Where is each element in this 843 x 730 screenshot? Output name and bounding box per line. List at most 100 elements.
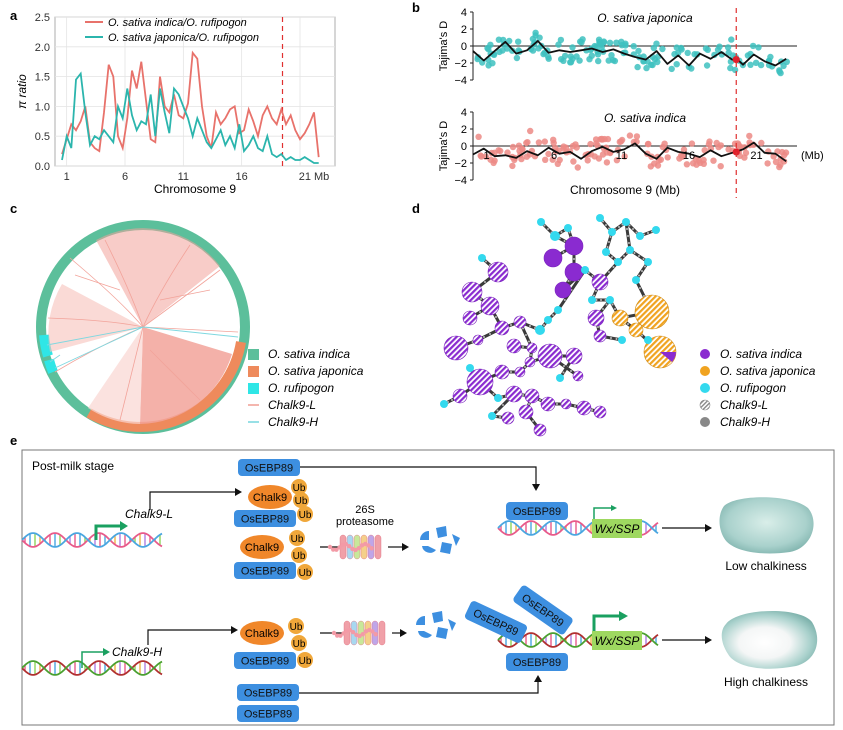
mutation-tick xyxy=(492,393,495,395)
ubiquitin xyxy=(291,547,307,563)
mutation-tick xyxy=(587,272,590,274)
x-tick-label: 16 xyxy=(683,150,695,162)
data-point xyxy=(549,156,556,163)
osebp89-bound-top xyxy=(506,502,568,520)
fragment xyxy=(416,616,425,625)
mutation-tick xyxy=(562,371,565,374)
legend-swatch xyxy=(699,399,711,411)
highlight-point xyxy=(732,56,740,64)
osebp89-bound-3 xyxy=(506,653,568,671)
fragment xyxy=(440,542,452,554)
data-point xyxy=(529,35,537,43)
osebp89-free-bottom-1-group: OsEBP89 xyxy=(237,684,299,701)
ubiquitin-label: Ub xyxy=(291,534,304,545)
haplotype-mixed-wedge xyxy=(660,352,676,362)
ring-rufipogon xyxy=(39,334,53,358)
arrow-osebp-to-dna xyxy=(300,466,537,486)
mutation-tick xyxy=(543,224,546,227)
data-point xyxy=(684,49,691,57)
haplotype-rufipogon xyxy=(440,400,448,408)
y-tick-label: 2.0 xyxy=(35,42,50,54)
data-point xyxy=(608,52,615,59)
osebp89-free-bottom-1-label: OsEBP89 xyxy=(244,688,292,700)
data-point xyxy=(587,140,594,148)
data-point xyxy=(482,153,489,160)
osebp89-free-bottom-2 xyxy=(237,705,299,722)
ubiquitin-label: Ub xyxy=(299,656,312,667)
data-point xyxy=(496,48,503,56)
haplotype-indica xyxy=(524,356,536,368)
data-point xyxy=(683,161,691,168)
data-point xyxy=(484,44,491,52)
y-tick-label: 0 xyxy=(461,41,467,53)
mutation-tick xyxy=(543,324,545,326)
model-diagram: Post-milk stage xyxy=(21,449,835,726)
osebp89-complex-1-label: OsEBP89 xyxy=(241,514,289,526)
data-point xyxy=(693,161,700,168)
mutation-tick xyxy=(484,281,486,283)
data-point xyxy=(545,53,552,60)
mutation-tick xyxy=(547,228,549,230)
data-point xyxy=(770,153,777,160)
data-point xyxy=(475,133,482,140)
legend-label: O. sativa indica xyxy=(720,347,802,361)
x-tick-label: 21 xyxy=(750,150,762,162)
data-point xyxy=(487,156,494,163)
mutation-tick xyxy=(608,271,610,273)
peptide-bead xyxy=(335,633,340,638)
ubiquitin xyxy=(291,635,307,651)
mutation-tick xyxy=(522,327,524,330)
haplotype-rufipogon xyxy=(554,306,562,314)
mutation-tick xyxy=(614,308,616,310)
data-point xyxy=(604,135,612,143)
y-tick-label: −4 xyxy=(454,175,467,187)
dna-strand xyxy=(21,660,163,676)
panel-letter-b: b xyxy=(412,0,420,15)
data-point xyxy=(515,38,522,45)
y-tick-label: 2 xyxy=(461,124,467,136)
haplotype-indica xyxy=(524,388,540,404)
mutation-tick xyxy=(612,266,615,268)
data-point xyxy=(710,157,717,164)
osebp89-complex-3-group: OsEBP89 xyxy=(234,652,296,669)
data-point xyxy=(561,52,569,60)
haplotype-rufipogon xyxy=(535,325,545,335)
data-point xyxy=(691,51,698,58)
legend-label: Chalk9-L xyxy=(720,398,768,412)
fragment xyxy=(432,611,443,623)
haplotype-rufipogon xyxy=(608,228,616,236)
data-point xyxy=(664,154,671,161)
osebp89-bound-3-group: OsEBP89 xyxy=(506,653,568,671)
mutation-tick xyxy=(641,270,643,272)
dna-strand xyxy=(21,532,163,548)
y-tick-label: 0.5 xyxy=(35,131,50,143)
data-point xyxy=(777,161,784,169)
arrow-head xyxy=(402,543,409,551)
mutation-tick xyxy=(522,394,524,396)
osebp89-free-bottom-2-group: OsEBP89 xyxy=(237,705,299,722)
data-point xyxy=(746,132,753,140)
legend-label: Chalk9-L xyxy=(268,398,316,412)
haplotype-rufipogon xyxy=(544,316,552,324)
data-point xyxy=(569,142,577,150)
haplotype-indica xyxy=(466,368,494,396)
data-point xyxy=(647,163,654,170)
mutation-tick xyxy=(611,256,613,258)
ubiquitin-label: Ub xyxy=(290,622,303,633)
haplotype-rufipogon xyxy=(644,336,652,344)
mutation-tick xyxy=(570,370,572,372)
osebp89-complex-1-group: OsEBP89 xyxy=(234,510,296,527)
data-point xyxy=(635,47,642,55)
arrow-head xyxy=(400,629,407,637)
data-point xyxy=(497,147,504,155)
data-point xyxy=(554,160,561,167)
data-point xyxy=(644,140,652,148)
trend-line xyxy=(472,40,787,67)
y-tick-label: 4 xyxy=(461,7,467,19)
data-point xyxy=(523,139,530,147)
data-point xyxy=(727,64,734,72)
haplotype-rufipogon xyxy=(602,248,610,256)
haplotype-indica xyxy=(587,309,605,327)
osebp89-free-bottom-1 xyxy=(237,684,299,701)
ubiquitin xyxy=(293,492,309,508)
